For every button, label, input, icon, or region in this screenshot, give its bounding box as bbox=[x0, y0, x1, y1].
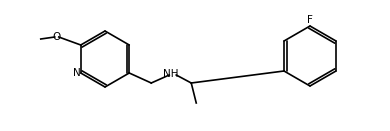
Text: NH: NH bbox=[163, 69, 179, 79]
Text: O: O bbox=[53, 32, 61, 42]
Text: F: F bbox=[307, 15, 313, 25]
Text: N: N bbox=[73, 68, 81, 78]
